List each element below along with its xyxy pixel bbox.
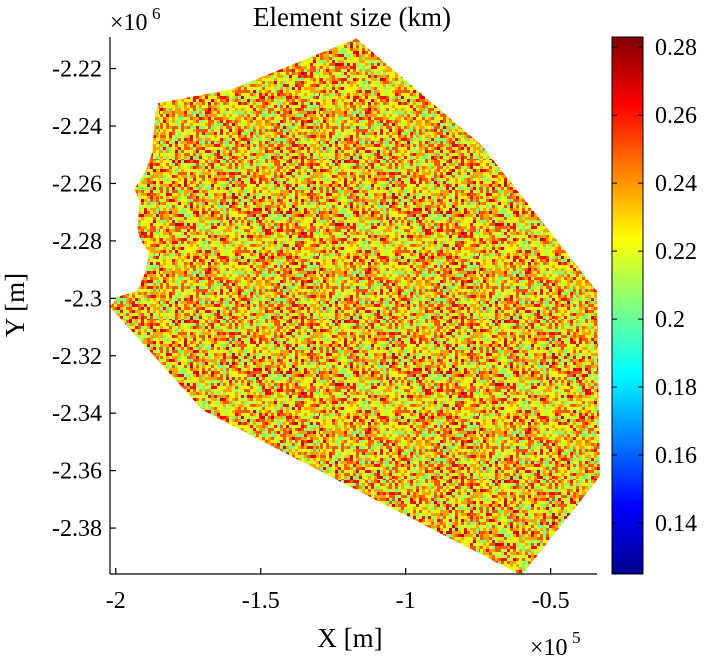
y-tick-label: -2.38 bbox=[52, 516, 102, 542]
y-tick-label: -2.32 bbox=[52, 344, 102, 370]
colorbar-tick-label: 0.24 bbox=[655, 171, 697, 197]
mesh-domain-fill bbox=[110, 38, 600, 576]
y-tick-label: -2.34 bbox=[52, 401, 102, 427]
x-ticks: -2 -1.5 -1 -0.5 bbox=[106, 568, 570, 614]
colorbar-gradient bbox=[611, 36, 644, 575]
colorbar-tick-label: 0.18 bbox=[655, 375, 697, 401]
y-tick-label: -2.26 bbox=[52, 171, 102, 197]
y-tick-label: -2.28 bbox=[52, 229, 102, 255]
x-axis-multiplier: ×10 5 bbox=[530, 628, 581, 661]
colorbar-ticks: 0.14 0.16 0.18 0.2 0.22 0.24 0.26 0.28 bbox=[612, 35, 697, 537]
y-axis-multiplier: ×10 6 bbox=[110, 4, 161, 36]
plot-axes: -2 -1.5 -1 -0.5 -2.22-2.24-2.26-2.28-2.3-2.… bbox=[52, 37, 597, 614]
x-multiplier-power: 5 bbox=[572, 628, 581, 647]
colorbar-tick-label: 0.14 bbox=[655, 511, 697, 537]
y-multiplier-power: 6 bbox=[152, 4, 161, 23]
x-tick-label: -1 bbox=[396, 588, 416, 614]
colorbar: 0.14 0.16 0.18 0.2 0.22 0.24 0.26 0.28 bbox=[611, 35, 697, 575]
colorbar-tick-label: 0.26 bbox=[655, 103, 697, 129]
x-tick-label: -2 bbox=[106, 588, 126, 614]
y-multiplier-base: ×10 bbox=[110, 10, 148, 36]
colorbar-tick-label: 0.22 bbox=[655, 239, 697, 265]
colorbar-tick-label: 0.2 bbox=[655, 307, 685, 333]
y-tick-label: -2.22 bbox=[52, 57, 102, 83]
colorbar-tick-label: 0.16 bbox=[655, 443, 697, 469]
y-tick-label: -2.3 bbox=[64, 286, 102, 312]
x-multiplier-base: ×10 bbox=[530, 635, 568, 659]
x-axis-label: X [m] bbox=[317, 623, 382, 653]
x-tick-label: -0.5 bbox=[532, 588, 570, 614]
chart-title: Element size (km) bbox=[253, 2, 451, 32]
y-ticks: -2.22 -2.24 -2.26 -2.28 -2.3 -2.32 -2.34 -2.36 -… bbox=[52, 57, 116, 542]
y-tick-label: -2.24 bbox=[52, 114, 102, 140]
y-tick-label: -2.36 bbox=[52, 459, 102, 485]
mesh-domain bbox=[110, 38, 600, 576]
x-tick-label: -1.5 bbox=[242, 588, 280, 614]
y-axis-label: Y [m] bbox=[0, 273, 30, 337]
colorbar-tick-label: 0.28 bbox=[655, 35, 697, 61]
